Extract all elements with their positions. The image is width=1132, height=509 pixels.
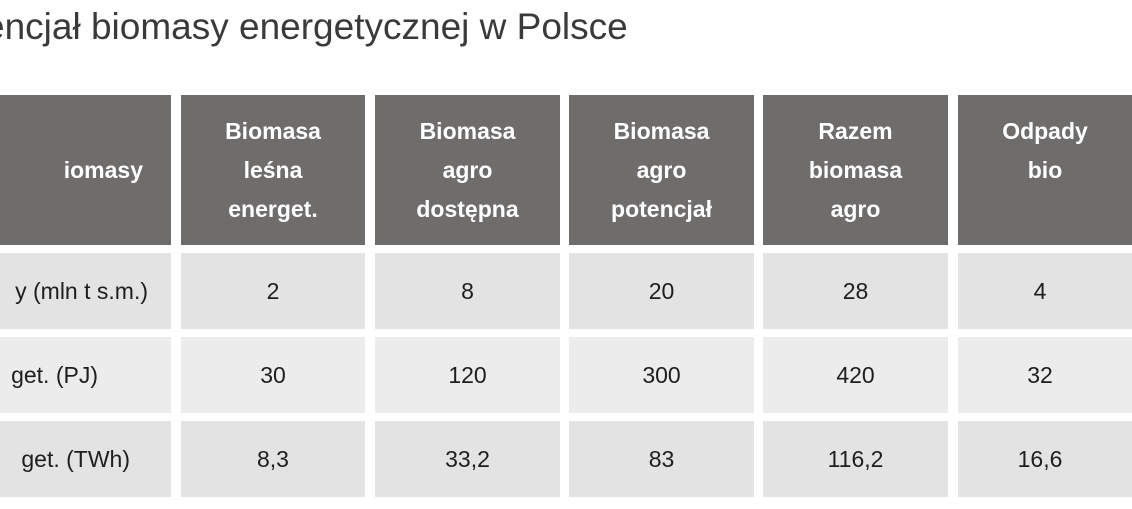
table-cell: 32 xyxy=(958,337,1132,413)
table-header-cell: Odpady bio xyxy=(958,95,1132,245)
table-cell: 120 xyxy=(375,337,560,413)
table-cell: 20 xyxy=(569,253,754,329)
table-row-label: get. (TWh) xyxy=(0,421,171,497)
table-cell: 8,3 xyxy=(181,421,365,497)
table-cell: 116,2 xyxy=(763,421,948,497)
table-cell: 300 xyxy=(569,337,754,413)
table-header-cell: iomasy xyxy=(0,95,171,245)
table-cell: 8 xyxy=(375,253,560,329)
table-cell: 33,2 xyxy=(375,421,560,497)
page-title: encjał biomasy energetycznej w Polsce xyxy=(0,6,628,47)
table-cell: 28 xyxy=(763,253,948,329)
table-header-cell: Biomasa agro potencjał xyxy=(569,95,754,245)
table-header-cell: Biomasa leśna energet. xyxy=(181,95,365,245)
table-header-cell: Razem biomasa agro xyxy=(763,95,948,245)
table-row-label: y (mln t s.m.) xyxy=(0,253,171,329)
table-cell: 83 xyxy=(569,421,754,497)
table-cell: 30 xyxy=(181,337,365,413)
table-cell: 420 xyxy=(763,337,948,413)
table-cell: 2 xyxy=(181,253,365,329)
table-cell: 16,6 xyxy=(958,421,1132,497)
table-row-label: get. (PJ) xyxy=(0,337,171,413)
table-header-cell: Biomasa agro dostępna xyxy=(375,95,560,245)
table-cell: 4 xyxy=(958,253,1132,329)
